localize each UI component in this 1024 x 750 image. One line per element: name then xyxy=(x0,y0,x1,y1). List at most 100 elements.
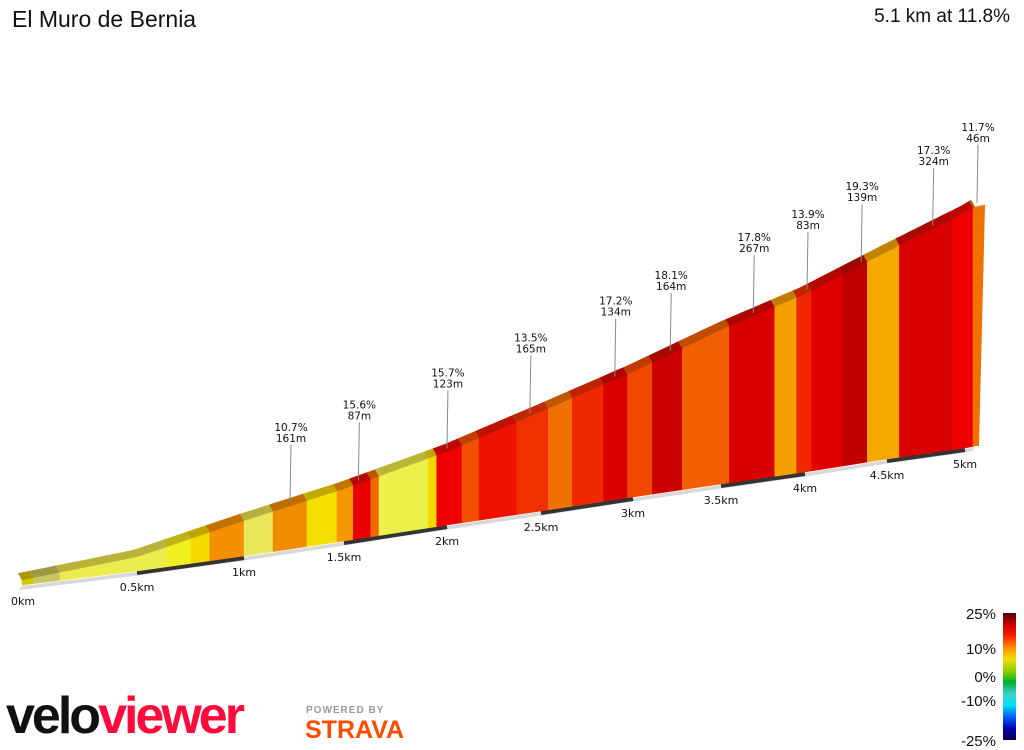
segment-top-shade xyxy=(678,319,730,349)
segment-top-shade xyxy=(512,401,549,423)
segment-top-shade xyxy=(55,539,167,573)
annotation-leader xyxy=(752,255,755,314)
segment-top xyxy=(948,201,973,220)
logo-viewer: viewer xyxy=(98,687,245,745)
annotation-leader xyxy=(529,355,532,414)
segment-front xyxy=(572,384,604,507)
segment-top xyxy=(29,565,60,578)
legend-color-bar xyxy=(1003,613,1016,740)
annotation-grade: 15.7% xyxy=(431,368,464,380)
end-face xyxy=(975,204,985,446)
segment-top xyxy=(205,513,244,533)
segment-top xyxy=(969,199,975,208)
distance-axis xyxy=(19,447,975,590)
segment-top-shade xyxy=(18,570,34,581)
x-tick-label: 2.5km xyxy=(524,521,559,534)
segment-top xyxy=(678,319,730,349)
segment-top-shade xyxy=(424,448,437,459)
segment-top-shade xyxy=(623,355,653,375)
segment-top xyxy=(474,415,517,439)
segment-top xyxy=(375,451,429,477)
segment-front xyxy=(353,478,372,540)
annotation-grade: 13.5% xyxy=(514,332,547,344)
logo-velo: velo xyxy=(6,687,101,745)
axis-base-strip xyxy=(19,447,975,590)
segment-front xyxy=(627,362,653,499)
segment-top-shade xyxy=(863,238,900,262)
x-tick-label: 3km xyxy=(621,507,645,520)
annotation-length: 87m xyxy=(348,411,372,423)
segment-front xyxy=(306,490,338,547)
segment-top-shade xyxy=(162,531,191,547)
segment-top xyxy=(162,531,191,547)
segment-front xyxy=(811,274,843,472)
segment-top xyxy=(725,299,775,327)
annotation-length: 83m xyxy=(796,220,820,232)
segment-top-shade xyxy=(240,504,273,521)
annotation-length: 123m xyxy=(433,379,463,391)
segment-front xyxy=(796,290,812,474)
segment-top-shade xyxy=(186,525,210,539)
segment-top-shade xyxy=(474,415,517,439)
annotation-length: 324m xyxy=(919,156,949,168)
legend-label: 10% xyxy=(966,641,996,658)
segment-front xyxy=(478,421,517,521)
axis-dash xyxy=(720,472,806,488)
climb-summary: 5.1 km at 11.8% xyxy=(874,6,1010,27)
segment-top xyxy=(648,341,683,363)
segment-top xyxy=(303,484,337,501)
x-tick-label: 3.5km xyxy=(704,494,739,507)
segment-top-shade xyxy=(807,267,843,291)
annotation-leader xyxy=(357,422,360,481)
segment-top-shade xyxy=(544,391,573,409)
segment-top-shade xyxy=(29,565,60,578)
segment-front xyxy=(516,408,549,515)
annotation-leader xyxy=(289,444,292,503)
segment-front xyxy=(867,245,900,463)
segment-top-shade xyxy=(895,212,953,246)
segment-front xyxy=(603,373,628,502)
annotation-leader xyxy=(806,231,809,291)
segment-front xyxy=(952,207,974,451)
segment-top xyxy=(895,212,953,246)
x-tick-label: 1km xyxy=(232,566,256,579)
segment-front xyxy=(652,347,683,495)
segment-top-shade xyxy=(349,472,371,486)
legend-label: -10% xyxy=(961,693,996,710)
annotation-length: 139m xyxy=(847,192,877,204)
segment-top xyxy=(55,539,167,573)
annotation-grade: 18.1% xyxy=(655,270,688,282)
segment-top-shade xyxy=(375,451,429,477)
annotation-leader xyxy=(446,390,449,449)
segment-front xyxy=(899,218,953,458)
segment-top-shade xyxy=(269,493,307,512)
segment-top-shade xyxy=(205,513,244,533)
annotation-grade: 17.8% xyxy=(738,232,771,244)
segment-top-shade xyxy=(838,254,868,275)
segment-top xyxy=(863,238,900,262)
x-tick-label: 4.5km xyxy=(870,469,905,482)
segment-front xyxy=(729,306,776,484)
segment-front xyxy=(461,437,480,524)
segment-top xyxy=(333,478,354,492)
annotation-grade: 17.3% xyxy=(917,145,950,157)
segment-top-shade xyxy=(568,377,604,399)
axis-dash xyxy=(136,556,245,575)
segment-top-shade xyxy=(969,199,975,208)
segment-front xyxy=(548,397,573,511)
segment-top-shade xyxy=(770,290,797,307)
segment-top xyxy=(349,472,371,486)
page-title: El Muro de Bernia xyxy=(12,6,197,32)
segment-top xyxy=(186,525,210,539)
annotation-grade: 13.9% xyxy=(791,209,824,221)
segment-top-shade xyxy=(648,341,683,363)
segment-top xyxy=(366,469,380,480)
annotation-length: 161m xyxy=(276,433,306,445)
segment-top-shade xyxy=(458,431,479,446)
annotation-leader xyxy=(932,167,935,226)
x-tick-label: 5km xyxy=(953,458,977,471)
annotation-grade: 11.7% xyxy=(961,122,994,134)
annotation-length: 134m xyxy=(601,307,631,319)
segment-top xyxy=(424,448,437,459)
